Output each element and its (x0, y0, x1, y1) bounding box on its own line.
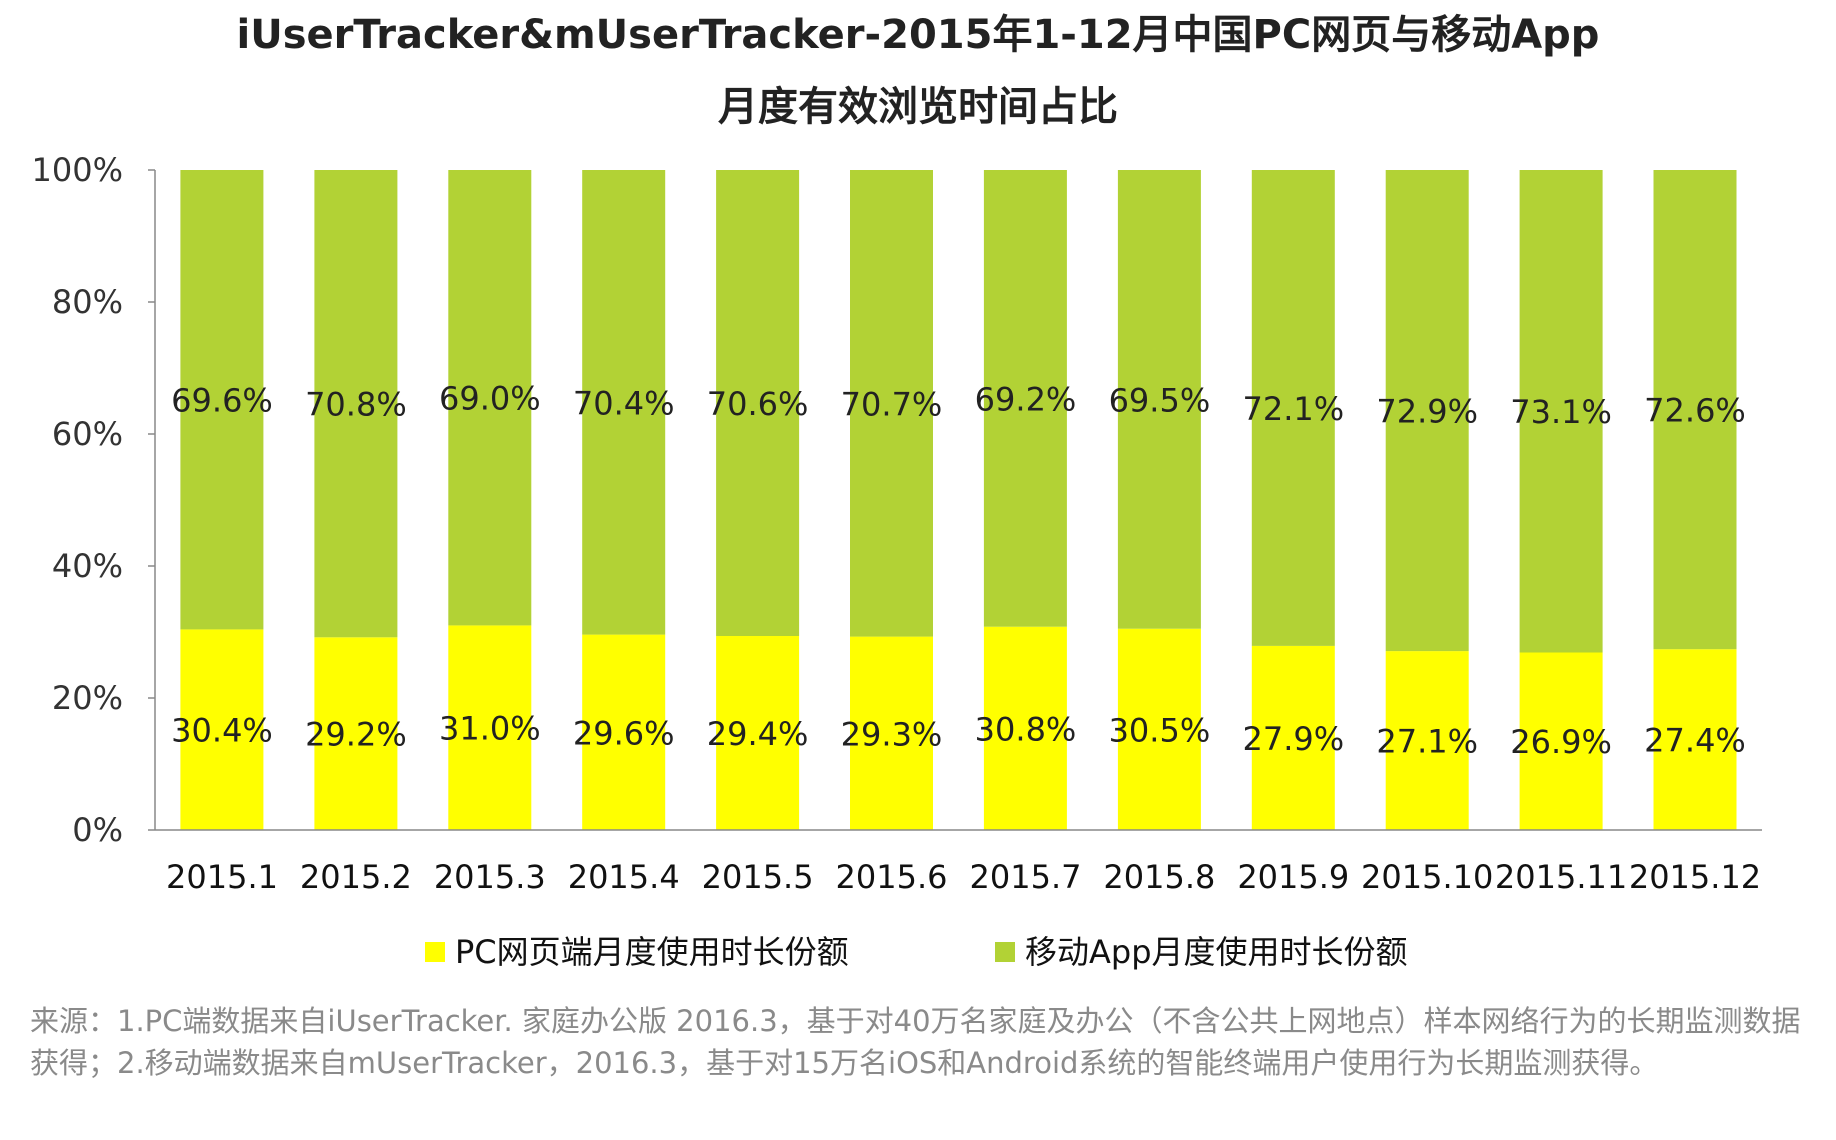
legend-label-mobile: 移动App月度使用时长份额 (1025, 933, 1408, 971)
data-label-mobile-2015.3: 69.0% (439, 380, 541, 418)
stacked-bar-chart: iUserTracker&mUserTracker-2015年1-12月中国PC… (32, 12, 1762, 971)
data-label-mobile-2015.8: 69.5% (1109, 381, 1211, 419)
bars-group (180, 170, 1737, 830)
bar-segment-pc-2015.4 (582, 634, 666, 830)
data-label-pc-2015.8: 30.5% (1109, 711, 1211, 749)
x-tick-label-2015.10: 2015.10 (1361, 858, 1493, 896)
bar-segment-mobile-2015.6 (850, 170, 933, 637)
source-note: 来源：1.PC端数据来自iUserTracker. 家庭办公版 2016.3，基… (30, 1004, 1801, 1080)
data-labels-group: 30.4% 69.6% 29.2% 70.8% 31.0% 69.0% 29.6% 70.4%… (171, 380, 1746, 762)
bar-segment-pc-2015.7 (983, 626, 1067, 830)
bar-segment-mobile-2015.2 (314, 170, 398, 638)
data-label-pc-2015.6: 29.3% (841, 715, 943, 753)
bar-segment-mobile-2015.1 (180, 170, 264, 630)
data-label-mobile-2015.6: 70.7% (841, 385, 943, 423)
bar-segment-mobile-2015.8 (1117, 170, 1201, 629)
x-tick-label-2015.5: 2015.5 (702, 858, 814, 896)
bar-segment-mobile-2015.11 (1519, 170, 1603, 653)
data-label-pc-2015.1: 30.4% (171, 712, 273, 750)
bar-segment-mobile-2015.10 (1385, 170, 1469, 652)
x-tick-label-2015.7: 2015.7 (970, 858, 1082, 896)
data-label-pc-2015.9: 27.9% (1242, 720, 1344, 758)
x-tick-label-2015.6: 2015.6 (836, 858, 948, 896)
y-tick-label-60: 60% (52, 415, 123, 453)
data-label-pc-2015.11: 26.9% (1510, 723, 1612, 761)
y-tick-label-20: 20% (52, 679, 123, 717)
bar-segment-pc-2015.2 (314, 637, 398, 830)
bar-segment-mobile-2015.9 (1251, 170, 1335, 646)
x-tick-label-2015.4: 2015.4 (568, 858, 680, 896)
x-tick-label-2015.2: 2015.2 (300, 858, 412, 896)
legend-swatch-mobile (995, 942, 1015, 962)
legend-swatch-pc (425, 942, 445, 962)
chart-title: iUserTracker&mUserTracker-2015年1-12月中国PC… (237, 12, 1600, 58)
bar-segment-mobile-2015.3 (448, 170, 532, 626)
bar-segment-pc-2015.1 (180, 629, 264, 830)
bar-segment-mobile-2015.7 (983, 170, 1067, 627)
data-label-mobile-2015.7: 69.2% (975, 380, 1077, 418)
data-label-mobile-2015.12: 72.6% (1644, 392, 1746, 430)
bar-segment-pc-2015.3 (448, 625, 532, 830)
data-label-mobile-2015.4: 70.4% (573, 384, 675, 422)
x-tick-label-2015.1: 2015.1 (166, 858, 278, 896)
bar-segment-mobile-2015.5 (716, 170, 800, 636)
data-label-mobile-2015.5: 70.6% (707, 385, 809, 423)
x-tick-label-2015.12: 2015.12 (1629, 858, 1761, 896)
data-label-mobile-2015.1: 69.6% (171, 382, 273, 420)
data-label-pc-2015.7: 30.8% (975, 710, 1077, 748)
data-label-pc-2015.3: 31.0% (439, 710, 541, 748)
data-label-mobile-2015.9: 72.1% (1242, 390, 1344, 428)
data-label-mobile-2015.10: 72.9% (1376, 393, 1478, 431)
data-label-pc-2015.12: 27.4% (1644, 722, 1746, 760)
bar-segment-pc-2015.9 (1251, 645, 1335, 830)
x-tick-label-2015.3: 2015.3 (434, 858, 546, 896)
y-tick-label-40: 40% (52, 547, 123, 585)
chart-subtitle: 月度有效浏览时间占比 (718, 84, 1118, 130)
x-tick-label-2015.9: 2015.9 (1237, 858, 1349, 896)
data-label-pc-2015.5: 29.4% (707, 715, 809, 753)
data-label-mobile-2015.11: 73.1% (1510, 393, 1612, 431)
data-label-mobile-2015.2: 70.8% (305, 386, 407, 424)
data-label-pc-2015.2: 29.2% (305, 716, 407, 754)
y-tick-label-0: 0% (72, 811, 123, 849)
axes-group: 2015.1 2015.2 2015.3 2015.4 2015.5 2015.6 2015… (32, 151, 1762, 896)
y-tick-label-100: 100% (32, 151, 123, 189)
x-tick-label-2015.11: 2015.11 (1495, 858, 1627, 896)
data-label-pc-2015.10: 27.1% (1376, 723, 1478, 761)
bar-segment-pc-2015.10 (1385, 651, 1469, 830)
bar-segment-mobile-2015.4 (582, 170, 666, 635)
bar-segment-pc-2015.5 (716, 636, 800, 830)
bar-segment-pc-2015.6 (850, 636, 933, 830)
data-label-pc-2015.4: 29.6% (573, 714, 675, 752)
y-tick-label-80: 80% (52, 283, 123, 321)
bar-segment-pc-2015.12 (1653, 649, 1737, 830)
bar-segment-mobile-2015.12 (1653, 170, 1737, 650)
bar-segment-pc-2015.8 (1117, 628, 1201, 830)
legend: PC网页端月度使用时长份额 移动App月度使用时长份额 (425, 933, 1408, 971)
legend-label-pc: PC网页端月度使用时长份额 (455, 933, 849, 971)
bar-segment-pc-2015.11 (1519, 652, 1603, 830)
x-tick-label-2015.8: 2015.8 (1103, 858, 1215, 896)
